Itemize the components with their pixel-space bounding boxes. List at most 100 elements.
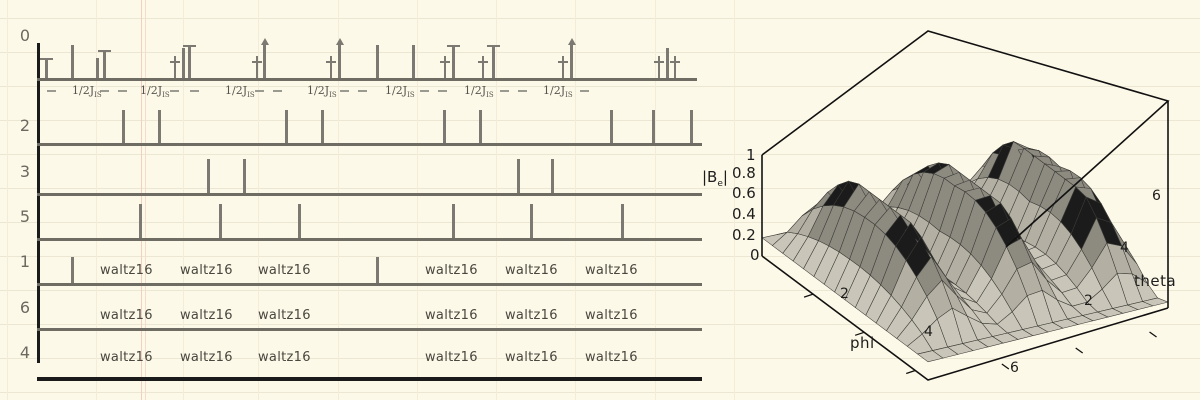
pulse-plus-stem xyxy=(658,56,660,78)
paper-grid-line xyxy=(734,0,735,400)
pulse-bar xyxy=(182,48,185,78)
delay-label-2: 1/2JIS xyxy=(225,84,255,99)
z-axis-label-sub: e xyxy=(717,179,723,189)
delay-label-subscript: IS xyxy=(407,91,415,100)
pulse-cap xyxy=(98,50,111,52)
waltz16-block: waltz16 xyxy=(505,350,558,365)
delay-tick xyxy=(255,90,264,92)
plot-axis-ticks xyxy=(803,293,1157,375)
paper-rule xyxy=(0,222,1200,223)
waltz16-block: waltz16 xyxy=(180,263,233,278)
delay-label-3: 1/2JIS xyxy=(307,84,337,99)
paper-rule xyxy=(0,392,1200,393)
channel-label-1: 1 xyxy=(19,252,31,271)
pulse-bar xyxy=(285,110,288,143)
waltz16-block: waltz16 xyxy=(100,350,153,365)
pulse-plus-stem xyxy=(482,56,484,78)
delay-tick xyxy=(580,90,589,92)
pulse-bar xyxy=(443,110,446,143)
pulse-plus-stem xyxy=(330,56,332,78)
pulse-bar xyxy=(96,58,99,78)
pulse-bar xyxy=(158,110,161,143)
delay-label-text: 1/2J xyxy=(225,84,248,97)
paper-grid-line xyxy=(258,0,259,400)
plot-bounding-box xyxy=(761,30,1170,381)
paper-margin-line xyxy=(145,0,146,400)
delay-label-text: 1/2J xyxy=(543,84,566,97)
waltz16-block: waltz16 xyxy=(585,263,638,278)
channel-baseline-0 xyxy=(37,78,697,81)
paper-rule xyxy=(0,52,1200,53)
pulse-bar xyxy=(188,45,191,78)
delay-label-text: 1/2J xyxy=(140,84,163,97)
waltz16-block: waltz16 xyxy=(505,263,558,278)
waltz16-block: waltz16 xyxy=(425,263,478,278)
y-tick-6: 6 xyxy=(1152,188,1161,204)
paper-grid-line xyxy=(7,0,8,400)
channel-baseline-5 xyxy=(37,238,702,241)
pulse-plus-bar xyxy=(654,61,664,63)
pulse-bar xyxy=(219,204,222,238)
pulse-bar xyxy=(321,110,324,143)
delay-label-1: 1/2JIS xyxy=(140,84,170,99)
delay-label-subscript: IS xyxy=(247,91,255,100)
y-axis-tick xyxy=(1149,331,1157,338)
paper-rule xyxy=(0,324,1200,325)
z-tick-0: 0 xyxy=(750,246,760,264)
pulse-bar xyxy=(45,58,48,78)
delay-label-6: 1/2JIS xyxy=(543,84,573,99)
x-tick-2: 2 xyxy=(840,286,849,302)
waltz16-block: waltz16 xyxy=(100,263,153,278)
paper-rule xyxy=(0,86,1200,87)
channel-baseline-1 xyxy=(37,283,702,286)
paper-grid-line xyxy=(96,0,97,400)
pulse-bar xyxy=(621,204,624,238)
pulse-bar xyxy=(492,45,495,78)
pulse-plus-bar xyxy=(670,61,680,63)
pulse-plus-stem xyxy=(174,56,176,78)
waltz16-block: waltz16 xyxy=(180,308,233,323)
pulse-bar xyxy=(376,257,379,283)
sequence-baseline-axis xyxy=(37,377,702,381)
channel-label-0: 0 xyxy=(19,26,31,45)
pulse-plus-bar xyxy=(440,61,450,63)
delay-label-text: 1/2J xyxy=(385,84,408,97)
y-axis-tick xyxy=(1075,347,1084,354)
delay-tick xyxy=(438,90,447,92)
channel-label-4: 4 xyxy=(19,343,31,362)
pulse-bar xyxy=(139,204,142,238)
pulse-bar xyxy=(298,204,301,238)
y-axis-tick xyxy=(1001,363,1010,370)
pulse-plus-bar xyxy=(558,61,568,63)
pulse-cap xyxy=(447,45,460,47)
waltz16-block: waltz16 xyxy=(425,350,478,365)
paper-rule xyxy=(0,18,1200,19)
delay-tick xyxy=(340,90,349,92)
pulse-bar xyxy=(71,45,74,78)
delay-label-0: 1/2JIS xyxy=(72,84,102,99)
z-axis-label: |Be| xyxy=(702,168,728,189)
paper-rule xyxy=(0,154,1200,155)
pulse-bar xyxy=(452,204,455,238)
pulse-arrowhead xyxy=(260,38,269,45)
z-tick-0-4: 0.4 xyxy=(732,205,756,223)
paper-rule xyxy=(0,290,1200,291)
pulse-plus-bar xyxy=(478,61,488,63)
z-tick-0-6: 0.6 xyxy=(732,184,756,202)
x-tick-6: 6 xyxy=(1010,360,1019,376)
pulse-bar xyxy=(71,257,74,283)
pulse-bar xyxy=(570,44,573,78)
delay-label-subscript: IS xyxy=(486,91,494,100)
z-axis-label-tail: | xyxy=(722,168,728,186)
pulse-cap xyxy=(183,45,196,47)
pulse-bar xyxy=(479,110,482,143)
pulse-bar xyxy=(103,50,106,78)
delay-label-text: 1/2J xyxy=(307,84,330,97)
paper-rule xyxy=(0,188,1200,189)
pulse-bar xyxy=(666,48,669,78)
delay-tick xyxy=(190,90,199,92)
x-axis-tick xyxy=(803,293,814,298)
pulse-plus-bar xyxy=(170,61,180,63)
pulse-bar xyxy=(530,204,533,238)
paper-grid-line xyxy=(338,0,339,400)
